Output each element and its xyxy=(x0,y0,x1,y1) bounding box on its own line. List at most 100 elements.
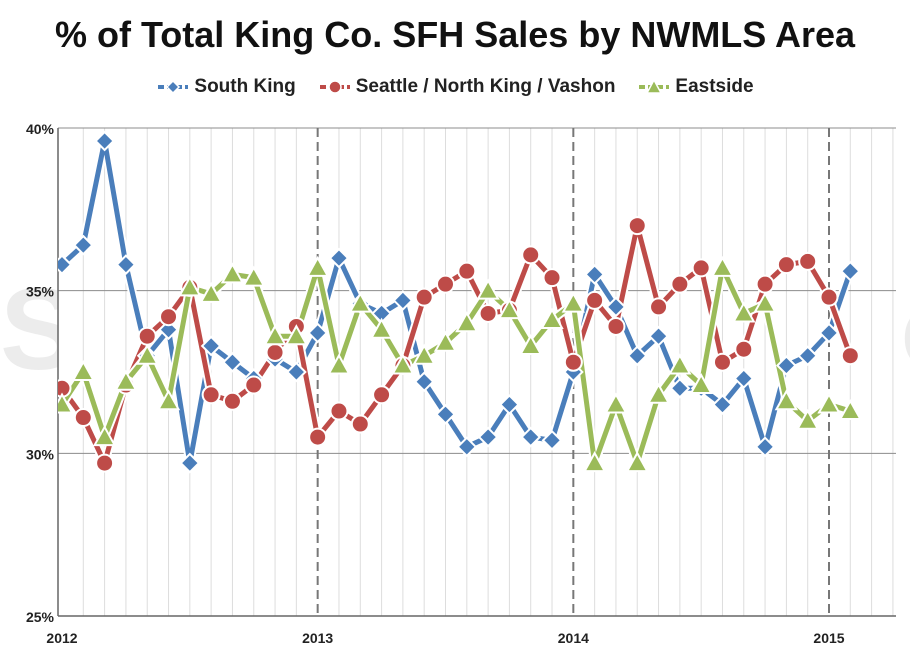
data-point-south-king xyxy=(58,254,73,276)
data-point-eastside xyxy=(156,389,181,411)
data-point-south-king xyxy=(733,368,755,389)
data-point-south-king xyxy=(72,234,94,256)
data-point-seattle xyxy=(563,352,583,372)
data-point-seattle xyxy=(201,385,221,405)
data-point-eastside xyxy=(646,382,671,404)
x-tick-label: 2015 xyxy=(813,630,844,646)
data-point-eastside xyxy=(412,343,436,365)
legend-label-eastside: Eastside xyxy=(675,76,754,97)
data-point-eastside xyxy=(327,353,351,375)
data-point-eastside xyxy=(92,425,117,447)
data-point-south-king xyxy=(115,254,137,276)
data-point-seattle xyxy=(244,375,264,395)
data-point-seattle xyxy=(798,251,818,271)
data-point-eastside xyxy=(348,291,372,313)
y-tick-label: 25% xyxy=(26,609,55,625)
data-point-south-king xyxy=(392,290,414,311)
data-point-eastside xyxy=(604,392,628,414)
data-point-south-king xyxy=(818,322,840,344)
data-point-eastside xyxy=(540,307,564,329)
series-line-seattle xyxy=(59,223,853,466)
legend-item-eastside: Eastside xyxy=(637,76,754,98)
data-point-south-king xyxy=(499,394,520,415)
data-point-south-king xyxy=(413,371,435,393)
data-point-eastside xyxy=(774,389,799,411)
data-point-south-king xyxy=(307,322,329,344)
legend-marker-seattle xyxy=(327,80,342,94)
data-point-seattle xyxy=(329,401,349,421)
data-point-seattle xyxy=(521,245,541,265)
data-point-south-king xyxy=(712,394,733,415)
data-point-eastside xyxy=(114,369,138,391)
legend-label-seattle: Seattle / North King / Vashon xyxy=(355,76,616,97)
data-point-south-king xyxy=(605,296,627,318)
data-point-eastside xyxy=(455,311,479,333)
data-point-seattle xyxy=(691,258,711,278)
data-point-eastside xyxy=(284,324,309,346)
legend: South King Seattle / North King / Vashon… xyxy=(0,76,910,98)
data-point-eastside xyxy=(58,392,74,414)
y-tick-label: 35% xyxy=(26,284,55,300)
data-point-seattle xyxy=(414,287,434,307)
data-point-eastside xyxy=(497,298,522,320)
data-point-seattle xyxy=(585,290,605,310)
data-point-seattle xyxy=(627,216,647,236)
data-point-south-king xyxy=(158,319,179,341)
data-point-seattle xyxy=(308,427,328,447)
data-point-south-king xyxy=(222,351,243,373)
data-point-south-king xyxy=(94,130,116,152)
data-point-eastside xyxy=(433,330,458,352)
x-tick-label: 2012 xyxy=(46,630,77,646)
legend-swatch-eastside xyxy=(639,79,670,94)
data-point-seattle xyxy=(137,326,157,346)
data-point-seattle xyxy=(734,339,754,359)
data-point-eastside xyxy=(668,353,692,375)
data-point-eastside xyxy=(519,333,543,355)
data-point-seattle xyxy=(372,385,392,405)
data-point-eastside xyxy=(391,353,415,375)
legend-label-south-king: South King xyxy=(194,76,296,97)
legend-item-seattle: Seattle / North King / Vashon xyxy=(318,76,616,98)
data-point-seattle xyxy=(350,414,370,434)
data-point-south-king xyxy=(328,247,350,269)
series-markers-south-king xyxy=(58,130,861,474)
data-point-eastside xyxy=(732,301,756,323)
data-point-south-king xyxy=(626,345,648,367)
data-point-south-king xyxy=(520,426,542,448)
data-point-south-king xyxy=(285,361,307,383)
data-point-seattle xyxy=(478,303,498,323)
data-point-seattle xyxy=(436,274,455,294)
data-point-south-king xyxy=(584,263,606,285)
data-point-south-king xyxy=(541,429,563,451)
data-point-eastside xyxy=(561,291,586,313)
data-point-south-king xyxy=(456,436,478,458)
data-point-seattle xyxy=(222,391,242,411)
data-point-seattle xyxy=(776,255,796,275)
data-point-seattle xyxy=(819,287,839,307)
data-point-eastside xyxy=(263,324,287,346)
data-point-south-king xyxy=(754,436,776,458)
data-point-south-king xyxy=(435,403,456,425)
data-point-south-king xyxy=(179,452,201,474)
data-point-eastside xyxy=(710,255,735,277)
plot-area xyxy=(58,128,896,616)
x-tick-label: 2013 xyxy=(302,630,333,646)
data-point-eastside xyxy=(178,275,202,297)
data-point-south-king xyxy=(477,426,499,448)
data-point-south-king xyxy=(775,355,797,376)
data-point-eastside xyxy=(817,392,841,414)
data-point-eastside xyxy=(305,255,330,277)
y-tick-label: 40% xyxy=(26,121,55,137)
data-point-seattle xyxy=(73,408,93,428)
x-tick-label: 2014 xyxy=(558,630,589,646)
data-point-seattle xyxy=(265,342,285,362)
data-point-south-king xyxy=(839,260,861,282)
data-point-south-king xyxy=(669,377,691,399)
data-point-eastside xyxy=(135,343,159,365)
data-point-seattle xyxy=(840,346,860,366)
data-point-south-king xyxy=(200,335,222,357)
data-point-eastside xyxy=(753,291,777,313)
legend-swatch-south-king xyxy=(158,79,189,95)
legend-swatch-seattle xyxy=(319,80,350,94)
